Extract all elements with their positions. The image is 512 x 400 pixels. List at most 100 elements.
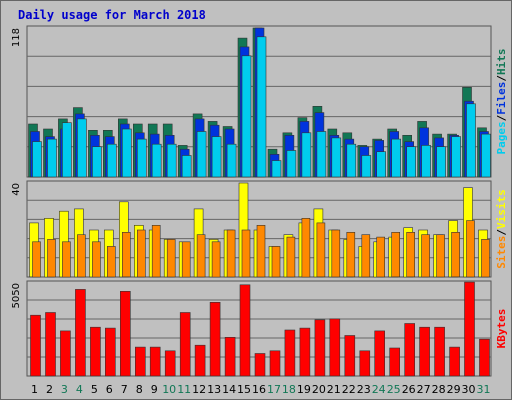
bar-sites-day-22 — [346, 232, 356, 278]
bar-pages-day-27 — [421, 145, 431, 178]
bar-kbytes-day-2 — [45, 312, 56, 377]
bar-pages-day-23 — [361, 155, 372, 178]
bar-kbytes-day-19 — [299, 327, 311, 377]
bar-kbytes-day-13 — [209, 301, 221, 377]
bar-sites-day-17 — [271, 246, 281, 278]
bar-sites-day-24 — [376, 236, 386, 278]
x-tick-label-day-25: 25 — [387, 383, 401, 396]
bar-kbytes-day-16 — [254, 353, 266, 377]
bar-pages-day-21 — [331, 137, 342, 178]
bar-sites-day-11 — [181, 241, 191, 278]
legend-entry-files: Files — [495, 82, 508, 115]
bar-pages-day-16 — [256, 36, 267, 178]
bar-pages-day-7 — [122, 128, 132, 178]
x-tick-label-day-1: 1 — [31, 383, 38, 396]
legend-entry-pages: Pages — [495, 121, 508, 154]
legend-separator: / — [495, 114, 508, 121]
bar-kbytes-day-3 — [60, 330, 71, 377]
x-tick-label-day-5: 5 — [91, 383, 98, 396]
bar-pages-day-1 — [32, 141, 42, 178]
x-tick-label-day-3: 3 — [61, 383, 68, 396]
bar-kbytes-day-5 — [90, 326, 101, 377]
bar-sites-day-18 — [286, 236, 296, 278]
chart-title: Daily usage for March 2018 — [18, 8, 206, 22]
x-tick-label-day-23: 23 — [357, 383, 371, 396]
panel-2-legend: Sites/Visits — [495, 189, 508, 269]
bar-sites-day-9 — [151, 225, 161, 278]
x-tick-label-day-24: 24 — [372, 383, 386, 396]
x-tick-label-day-31: 31 — [477, 383, 491, 396]
x-tick-label-day-26: 26 — [402, 383, 416, 396]
bar-pages-day-17 — [271, 160, 282, 178]
bar-sites-day-2 — [47, 239, 56, 278]
bar-sites-day-31 — [481, 239, 490, 278]
bar-pages-day-14 — [226, 143, 237, 178]
x-tick-label-day-28: 28 — [432, 383, 446, 396]
bar-kbytes-day-17 — [269, 350, 281, 377]
bar-sites-day-7 — [122, 232, 131, 278]
bar-sites-day-30 — [466, 220, 475, 278]
bar-kbytes-day-21 — [329, 318, 341, 377]
bar-pages-day-11 — [181, 155, 192, 178]
x-tick-label-day-21: 21 — [327, 383, 341, 396]
bar-pages-day-4 — [77, 118, 87, 178]
bar-sites-day-8 — [137, 229, 146, 278]
bar-sites-day-5 — [92, 241, 101, 278]
bar-kbytes-day-30 — [464, 281, 475, 377]
x-tick-label-day-17: 17 — [267, 383, 281, 396]
bar-kbytes-day-23 — [359, 350, 371, 377]
bar-sites-day-10 — [166, 239, 176, 278]
bar-kbytes-day-14 — [224, 336, 236, 377]
bar-pages-day-24 — [376, 151, 387, 178]
legend-entry-kbytes: KBytes — [495, 309, 508, 349]
bar-sites-day-15 — [241, 229, 251, 278]
legend-separator: / — [495, 229, 508, 236]
bar-kbytes-day-22 — [344, 335, 356, 377]
bar-pages-day-28 — [436, 146, 446, 178]
bar-pages-day-13 — [211, 136, 222, 178]
bar-pages-day-26 — [406, 146, 417, 178]
bar-kbytes-day-9 — [149, 346, 161, 377]
bar-sites-day-12 — [196, 234, 206, 278]
bar-kbytes-day-25 — [389, 347, 401, 377]
x-tick-label-day-27: 27 — [417, 383, 431, 396]
panel-2-y-max-label: 40 — [11, 183, 22, 196]
bar-kbytes-day-29 — [449, 346, 460, 377]
bar-pages-day-8 — [137, 138, 147, 178]
bar-kbytes-day-20 — [314, 319, 326, 377]
bar-pages-day-19 — [301, 132, 312, 178]
bar-sites-day-6 — [107, 246, 116, 278]
bar-kbytes-day-6 — [105, 327, 116, 377]
bar-pages-day-15 — [241, 55, 252, 178]
x-tick-label-day-30: 30 — [462, 383, 476, 396]
bar-kbytes-day-7 — [120, 290, 131, 377]
x-tick-label-day-18: 18 — [282, 383, 296, 396]
bar-pages-day-5 — [92, 146, 102, 178]
bar-sites-day-3 — [62, 241, 71, 278]
bar-pages-day-31 — [481, 133, 491, 178]
bar-sites-day-16 — [256, 225, 266, 278]
x-tick-label-day-13: 13 — [207, 383, 221, 396]
bar-sites-day-14 — [226, 229, 236, 278]
x-tick-label-day-7: 7 — [121, 383, 128, 396]
bar-kbytes-day-4 — [75, 289, 86, 377]
bar-kbytes-day-28 — [434, 326, 445, 377]
bar-pages-day-29 — [451, 136, 461, 178]
bar-kbytes-day-10 — [164, 350, 176, 377]
x-tick-label-day-6: 6 — [106, 383, 113, 396]
bar-sites-day-26 — [406, 232, 416, 278]
bar-sites-day-1 — [32, 241, 41, 278]
panel-1-legend: Pages/Files/Hits — [495, 49, 508, 155]
x-tick-label-day-22: 22 — [342, 383, 356, 396]
bar-sites-day-29 — [451, 232, 460, 278]
bar-pages-day-12 — [196, 131, 207, 178]
bar-sites-day-19 — [301, 218, 311, 278]
legend-entry-visits: Visits — [495, 189, 508, 229]
bar-kbytes-day-27 — [419, 326, 430, 377]
bar-pages-day-3 — [62, 122, 72, 178]
bar-kbytes-day-11 — [179, 312, 191, 377]
x-tick-label-day-16: 16 — [252, 383, 266, 396]
legend-separator: / — [495, 75, 508, 82]
bar-pages-day-2 — [47, 138, 57, 178]
